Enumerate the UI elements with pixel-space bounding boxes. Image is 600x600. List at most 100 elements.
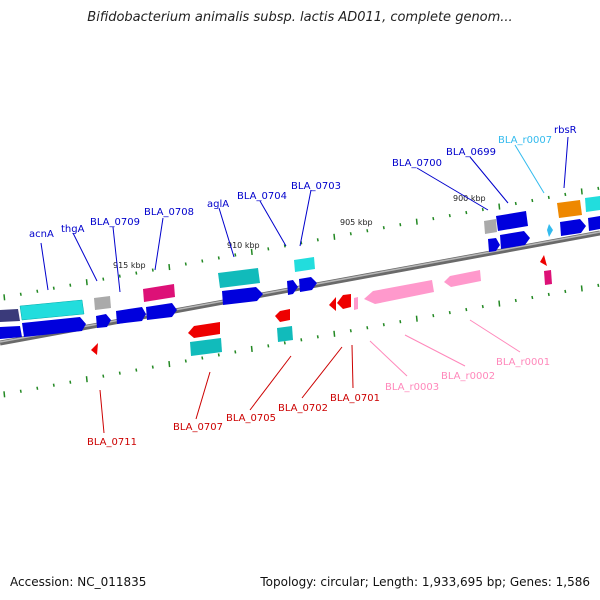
gene-feature-BLA_0700[interactable] [484,219,497,234]
gene-label-aglA[interactable]: aglA [207,199,229,210]
tick-mark [514,298,517,303]
gene-feature[interactable] [588,216,600,231]
gene-label-rbsR[interactable]: rbsR [554,125,577,136]
tick-mark [399,320,402,324]
tick-mark [531,295,534,300]
tick-mark [19,389,22,393]
gene-label-BLA_0700[interactable]: BLA_0700 [392,158,442,169]
tick-mark [217,256,220,260]
tick-mark [580,285,583,292]
tick-mark [234,253,237,257]
gene-feature[interactable] [146,303,177,320]
gene-label-BLA_r0003[interactable]: BLA_r0003 [385,382,439,393]
tick-mark [432,313,435,318]
tick-mark [267,247,270,251]
gene-feature-BLA_r0001[interactable] [444,270,481,287]
tick-mark [201,356,204,360]
tick-mark [564,289,567,294]
kbp-label: 915 kbp [113,261,146,270]
tick-mark [184,262,187,266]
gene-feature-BLA_0707[interactable] [188,322,220,338]
tick-mark [250,345,253,352]
tick-mark [333,330,336,337]
tick-mark [448,310,451,315]
gene-feature[interactable] [299,277,317,292]
gene-feature-thgA[interactable] [94,296,111,310]
gene-label-BLA_r0001[interactable]: BLA_r0001 [496,357,550,368]
gene-feature[interactable] [96,314,111,328]
gene-label-BLA_0711[interactable]: BLA_0711 [87,437,137,448]
gene-label-BLA_0705[interactable]: BLA_0705 [226,413,276,424]
gene-label-BLA_0701[interactable]: BLA_0701 [330,393,380,404]
gene-feature-BLA_0704[interactable] [287,280,298,295]
tick-marks [3,186,600,398]
gene-label-BLA_0708[interactable]: BLA_0708 [144,207,194,218]
gene-feature[interactable] [0,326,22,339]
gene-feature-BLA_0703[interactable] [294,257,315,272]
gene-label-BLA_r0007[interactable]: BLA_r0007 [498,135,552,146]
tick-mark [498,300,501,307]
gene-label-BLA_0704[interactable]: BLA_0704 [237,191,287,202]
tick-mark [69,380,72,384]
gene-label-BLA_r0002[interactable]: BLA_r0002 [441,371,495,382]
gene-feature[interactable] [540,255,547,266]
gene-feature-aglA[interactable] [218,268,260,288]
reverse-features [91,255,552,356]
tick-mark [316,238,319,242]
tick-mark [85,376,88,383]
gene-feature[interactable] [560,219,586,236]
gene-feature-acnA[interactable] [19,299,85,321]
gene-feature-BLA_0702[interactable] [329,297,336,311]
gene-feature[interactable] [488,238,500,252]
tick-mark [547,292,550,297]
gene-label-thgA[interactable]: thgA [61,224,85,235]
tick-mark [19,292,22,296]
tick-mark [382,323,385,327]
tick-mark [366,326,369,330]
gene-feature[interactable] [0,309,20,322]
tick-mark [333,233,336,240]
gene-label-acnA[interactable]: acnA [29,229,54,240]
gene-feature[interactable] [500,231,530,249]
gene-feature[interactable] [190,338,222,356]
gene-feature[interactable] [22,317,86,337]
gene-feature-BLA_0705[interactable] [275,309,290,322]
tick-mark [316,335,319,339]
tick-mark [267,344,270,348]
tick-mark [597,186,600,191]
scale-labels: 915 kbp 910 kbp 905 kbp 900 kbp [113,194,486,270]
gene-feature-BLA_r0002[interactable] [364,280,434,304]
gene-feature[interactable] [585,196,600,212]
gene-feature[interactable] [222,287,263,305]
gene-label-BLA_0709[interactable]: BLA_0709 [90,217,140,228]
tick-mark [118,371,121,375]
tick-mark [597,283,600,288]
gene-feature-BLA_0699[interactable] [496,211,528,231]
gene-feature[interactable] [544,270,552,285]
gene-feature-BLA_0709[interactable] [116,307,146,324]
tick-mark [300,338,303,342]
tick-mark [349,232,352,236]
tick-mark [432,216,435,221]
gene-feature-rbsR[interactable] [557,200,582,218]
tick-mark [366,229,369,233]
tick-mark [234,350,237,354]
gene-feature-BLA_0708[interactable] [143,284,175,302]
gene-label-BLA_0699[interactable]: BLA_0699 [446,147,496,158]
gene-feature-BLA_r0007[interactable] [547,224,553,237]
tick-mark [580,188,583,195]
gene-label-BLA_0707[interactable]: BLA_0707 [173,422,223,433]
tick-mark [399,223,402,227]
gene-label-BLA_0703[interactable]: BLA_0703 [291,181,341,192]
tick-mark [498,203,501,210]
gene-feature-BLA_0701[interactable] [337,294,351,309]
gene-feature-BLA_0711[interactable] [91,343,98,355]
tick-mark [217,353,220,357]
tick-mark [201,259,204,263]
tick-mark [465,307,468,312]
gene-feature-BLA_r0003[interactable] [354,297,358,310]
gene-label-BLA_0702[interactable]: BLA_0702 [278,403,328,414]
tick-mark [102,277,105,281]
gene-feature[interactable] [277,326,293,342]
